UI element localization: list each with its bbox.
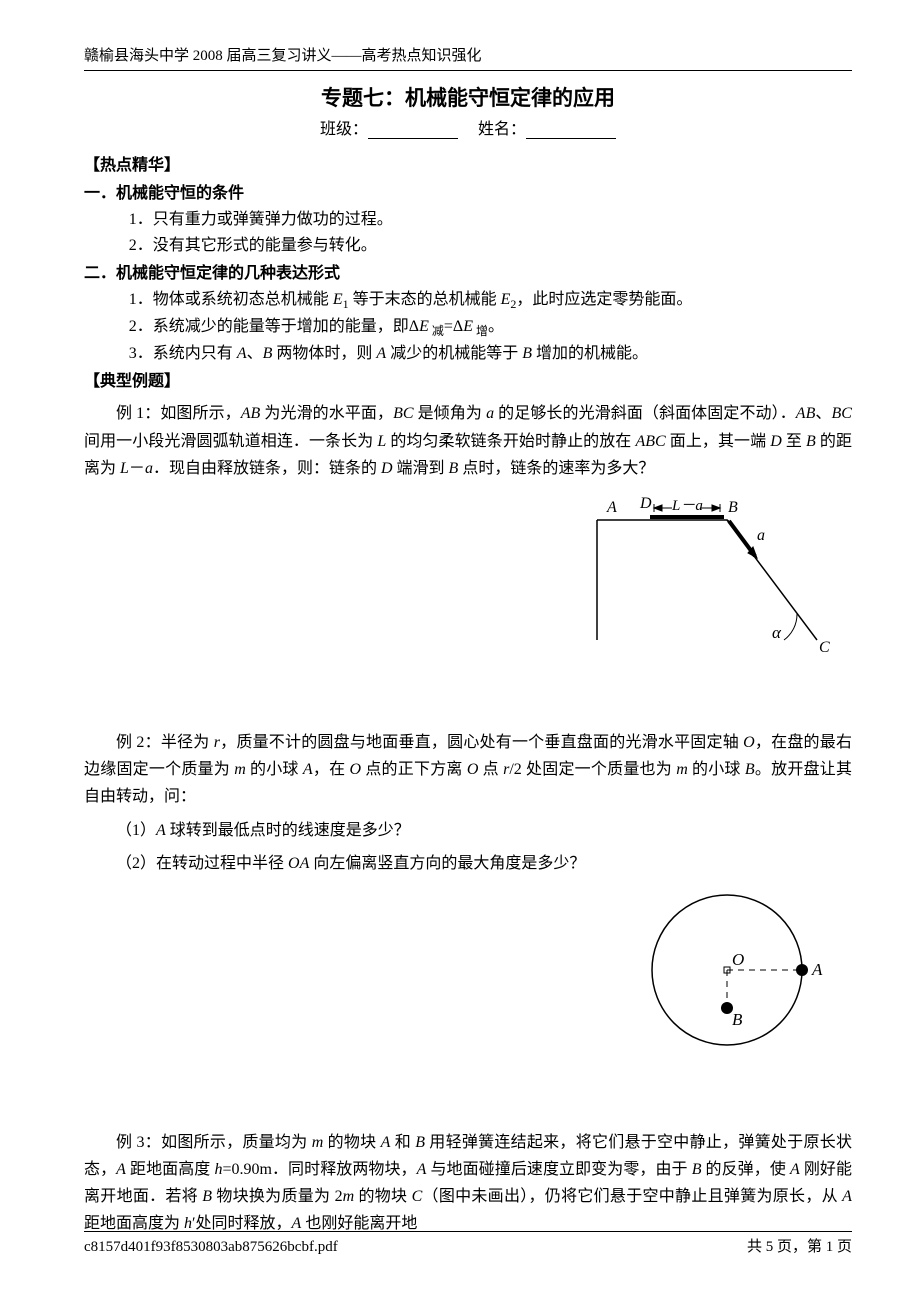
example-2-q1: （1）A 球转到最低点时的线速度是多少？ — [84, 817, 852, 844]
item-2-3: 3．系统内只有 A、B 两物体时，则 A 减少的机械能等于 B 增加的机械能。 — [84, 342, 852, 366]
footer-page-number: 共 5 页，第 1 页 — [747, 1236, 852, 1259]
name-label: 姓名： — [478, 121, 526, 138]
section-examples: 【典型例题】 — [84, 370, 852, 394]
label-B2: B — [732, 1010, 743, 1029]
page-header: 赣榆县海头中学 2008 届高三复习讲义——高考热点知识强化 — [84, 45, 852, 71]
example-2-q2: （2）在转动过程中半径 OA 向左偏离竖直方向的最大角度是多少？ — [84, 850, 852, 877]
label-D: D — [639, 495, 652, 512]
label-O: O — [732, 950, 744, 969]
section-hot-points: 【热点精华】 — [84, 154, 852, 178]
example-2: 例 2：半径为 r，质量不计的圆盘与地面垂直，圆心处有一个垂直盘面的光滑水平固定… — [84, 729, 852, 811]
example-3: 例 3：如图所示，质量均为 m 的物块 A 和 B 用轻弹簧连结起来，将它们悬于… — [84, 1129, 852, 1238]
class-label: 班级： — [320, 121, 368, 138]
label-A2: A — [811, 960, 823, 979]
heading-1: 一．机械能守恒的条件 — [84, 182, 852, 206]
heading-2: 二．机械能守恒定律的几种表达形式 — [84, 262, 852, 286]
document-title: 专题七：机械能守恒定律的应用 — [84, 83, 852, 115]
class-blank — [368, 122, 458, 139]
footer-filename: c8157d401f93f8530803ab875626bcbf.pdf — [84, 1236, 747, 1259]
label-alpha: α — [772, 623, 782, 642]
name-blank — [526, 122, 616, 139]
page-footer: c8157d401f93f8530803ab875626bcbf.pdf 共 5… — [84, 1231, 852, 1259]
item-2-1: 1．物体或系统初态总机械能 E1 等于末态的总机械能 E2，此时应选定零势能面。 — [84, 288, 852, 313]
diagram-2-disk: O A B — [632, 885, 832, 1060]
label-B: B — [728, 499, 738, 516]
student-info: 班级： 姓名： — [84, 118, 852, 142]
item-2-2: 2．系统减少的能量等于增加的能量，即ΔE 减=ΔE 增。 — [84, 315, 852, 340]
item-1-1: 1．只有重力或弹簧弹力做功的过程。 — [84, 208, 852, 232]
example-1: 例 1：如图所示，AB 为光滑的水平面，BC 是倾角为 a 的足够长的光滑斜面（… — [84, 400, 852, 482]
label-a: a — [757, 527, 765, 544]
label-A: A — [606, 499, 617, 516]
item-1-2: 2．没有其它形式的能量参与转化。 — [84, 234, 852, 258]
label-La: L－a — [671, 498, 703, 514]
label-C: C — [819, 639, 830, 655]
diagram-1-incline: A D L－a B a α C — [572, 490, 832, 655]
